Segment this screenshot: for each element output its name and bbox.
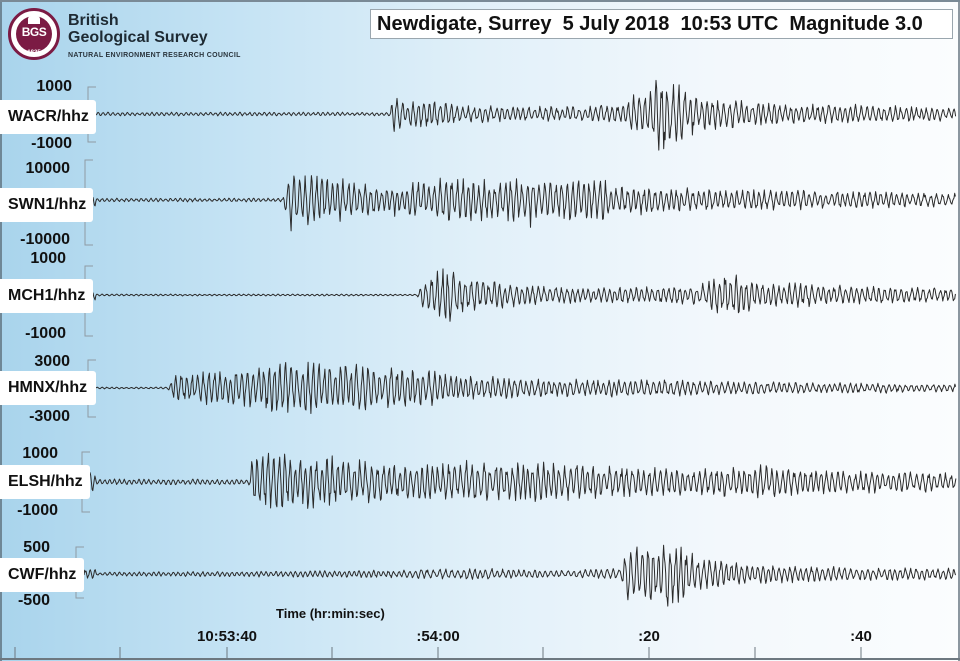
waveform-hmnx [95,361,957,414]
channel-label-hmnx: HMNX/hhz [0,371,96,405]
logo-name-line2: Geological Survey [68,29,208,46]
tick-label-20: :20 [638,628,660,645]
tick-label-40: :40 [850,628,872,645]
tick-label-105340: 10:53:40 [196,628,258,645]
elsh-scale-min: -1000 [17,502,58,519]
swn1-scale-min: -10000 [20,231,70,248]
wacr-scale-min: -1000 [31,135,72,152]
waveform-swn1 [92,175,956,232]
logo-year: 1835 [27,50,41,56]
tick-label-5400: :54:00 [416,628,460,645]
hmnx-scale-min: -3000 [29,408,70,425]
channel-label-elsh: ELSH/hhz [0,465,90,499]
channel-label-wacr: WACR/hhz [0,100,96,134]
waveform-traces [83,79,957,607]
time-axis-title: Time (hr:min:sec) [276,606,385,621]
elsh-scale-max: 1000 [22,445,58,462]
logo-subtitle: NATURAL ENVIRONMENT RESEARCH COUNCIL [68,52,241,59]
waveform-mch1 [92,268,956,322]
left-border [0,2,2,661]
waveform-elsh [89,452,957,509]
channel-label-cwf: CWF/hhz [0,558,84,592]
mch1-scale-min: -1000 [25,325,66,342]
scale-brackets [75,86,96,599]
swn1-scale-max: 10000 [25,160,71,177]
channel-label-mch1: MCH1/hhz [0,279,93,313]
cwf-scale-min: -500 [17,592,50,609]
bgs-badge-icon: BGS 1835 [8,8,60,60]
hmnx-scale-max: 3000 [34,353,70,370]
logo-name-line1: British [68,12,119,29]
waveform-cwf [83,544,956,607]
event-title: Newdigate, Surrey 5 July 2018 10:53 UTC … [370,9,953,39]
time-axis [0,647,960,660]
bgs-logo: BGS 1835 British Geological Survey NATUR… [8,8,298,64]
logo-name: British Geological Survey [68,12,208,46]
mch1-scale-max: 1000 [30,250,66,267]
cwf-scale-max: 500 [23,539,50,556]
logo-abbrev: BGS [21,25,47,39]
channel-label-swn1: SWN1/hhz [0,188,93,222]
right-border [958,2,960,661]
waveform-wacr [95,79,957,151]
crown-icon [28,16,40,24]
wacr-scale-max: 1000 [36,78,72,95]
